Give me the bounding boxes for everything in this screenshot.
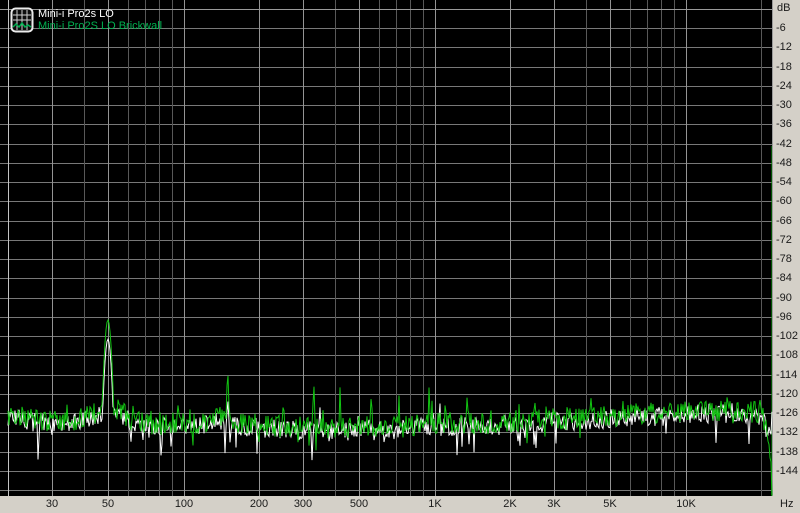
y-tick-label: -42 — [776, 138, 792, 150]
y-tick-label: -84 — [776, 272, 792, 284]
y-tick-label: -78 — [776, 253, 792, 265]
y-tick-label: -132 — [776, 426, 799, 438]
y-tick-label: -108 — [776, 349, 799, 361]
x-axis-unit-label: Hz — [780, 498, 794, 510]
spectrum-grid-icon — [10, 7, 34, 33]
y-tick-label: -24 — [776, 80, 792, 92]
y-tick-label: -72 — [776, 234, 792, 246]
y-tick-label: -54 — [776, 176, 792, 188]
y-tick-label: -138 — [776, 446, 799, 458]
y-tick-label: -12 — [776, 41, 792, 53]
y-axis-unit-label: dB — [777, 2, 791, 14]
y-tick-label: -120 — [776, 388, 799, 400]
x-tick-label: 500 — [349, 498, 369, 510]
y-tick-label: -90 — [776, 292, 792, 304]
x-tick-label: 100 — [174, 498, 194, 510]
y-tick-label: -60 — [776, 195, 792, 207]
y-tick-label: -30 — [776, 99, 792, 111]
y-tick-label: -18 — [776, 61, 792, 73]
y-tick-label: -114 — [776, 369, 798, 381]
y-tick-label: -6 — [776, 22, 786, 34]
y-tick-label: -96 — [776, 311, 792, 323]
y-tick-label: -126 — [776, 407, 799, 419]
y-tick-label: -36 — [776, 118, 792, 130]
x-tick-label: 2K — [503, 498, 517, 510]
legend-series2-label: Mini-i Pro2S LO Brickwall — [38, 20, 163, 32]
x-tick-label: 1K — [428, 498, 442, 510]
x-tick-label: 50 — [101, 498, 115, 510]
legend-series1-label: Mini-i Pro2s LO — [38, 8, 114, 20]
x-tick-label: 5K — [603, 498, 617, 510]
y-tick-label: -66 — [776, 215, 792, 227]
plot-area — [0, 0, 773, 496]
y-tick-label: -48 — [776, 157, 792, 169]
x-tick-label: 30 — [45, 498, 59, 510]
x-tick-label: 10K — [676, 498, 696, 510]
x-tick-label: 200 — [249, 498, 269, 510]
y-tick-label: -102 — [776, 330, 799, 342]
x-tick-label: 300 — [293, 498, 313, 510]
y-tick-label: -144 — [776, 465, 799, 477]
x-tick-label: 3K — [547, 498, 561, 510]
